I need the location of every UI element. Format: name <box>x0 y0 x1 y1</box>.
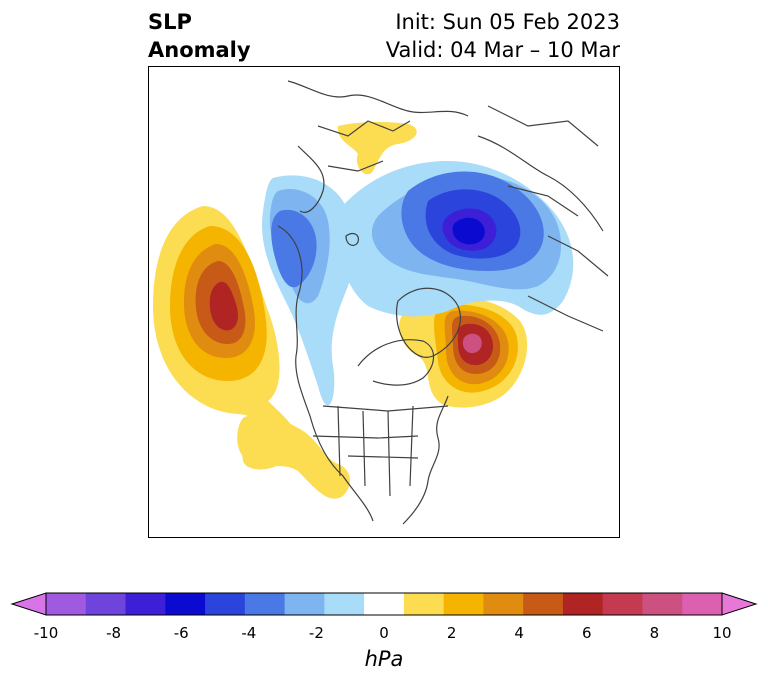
colorbar-tick-label: -10 <box>33 624 59 642</box>
colorbar-outline <box>45 592 723 616</box>
colorbar-segment <box>364 593 405 615</box>
colorbar-tick-label: -4 <box>241 624 257 642</box>
colorbar-extend-high <box>721 592 758 616</box>
colorbar-segment <box>85 593 127 615</box>
colorbar-tick-label: 6 <box>582 624 592 642</box>
colorbar-segment <box>244 593 286 615</box>
colorbar-tick-labels: -10 -8 -6 -4 -2 0 2 4 6 8 10 <box>0 624 768 644</box>
colorbar-segment <box>642 593 683 615</box>
colorbar-segment <box>682 593 723 615</box>
colorbar-unit: hPa <box>364 647 404 671</box>
anomaly-map <box>148 66 620 538</box>
colorbar-tick-label: -2 <box>308 624 324 642</box>
colorbar <box>10 592 758 616</box>
colorbar-segment <box>403 593 445 615</box>
colorbar-segment <box>523 593 564 615</box>
title-left: SLP Anomaly <box>148 8 251 64</box>
alaska-siberia-low <box>262 175 355 406</box>
colorbar-segment <box>205 593 246 615</box>
title-anomaly: Anomaly <box>148 38 251 62</box>
colorbar-tick-label: 10 <box>712 624 732 642</box>
colorbar-segment <box>443 593 484 615</box>
hudson-bay-high <box>399 296 528 408</box>
coastlines <box>277 80 609 525</box>
valid-range: Valid: 04 Mar – 10 Mar <box>385 38 620 62</box>
colorbar-tick-label: 0 <box>379 624 389 642</box>
init-date: Init: Sun 05 Feb 2023 <box>395 10 620 34</box>
title-variable: SLP <box>148 10 192 34</box>
colorbar-segment <box>46 593 87 615</box>
colorbar-tick-label: 8 <box>649 624 660 642</box>
colorbar-tick-label: -6 <box>173 624 189 642</box>
colorbar-tick-label: 4 <box>514 624 524 642</box>
scandinavia-russia-low <box>401 171 544 271</box>
colorbar-segment <box>483 593 524 615</box>
colorbar-extend-low <box>10 592 47 616</box>
colorbar-segment <box>284 593 325 615</box>
colorbar-segment <box>165 593 206 615</box>
colorbar-segment <box>324 593 365 615</box>
north-pacific-high <box>153 206 299 470</box>
colorbar-tick-label: 2 <box>446 624 457 642</box>
colorbar-tick-label: -8 <box>106 624 122 642</box>
southwest-us-high <box>237 414 350 499</box>
colorbar-segment <box>562 593 604 615</box>
colorbar-segment <box>125 593 166 615</box>
europe-high <box>337 121 417 175</box>
title-right: Init: Sun 05 Feb 2023 Valid: 04 Mar – 10… <box>386 8 620 64</box>
colorbar-segment <box>602 593 643 615</box>
map-border <box>148 66 620 538</box>
